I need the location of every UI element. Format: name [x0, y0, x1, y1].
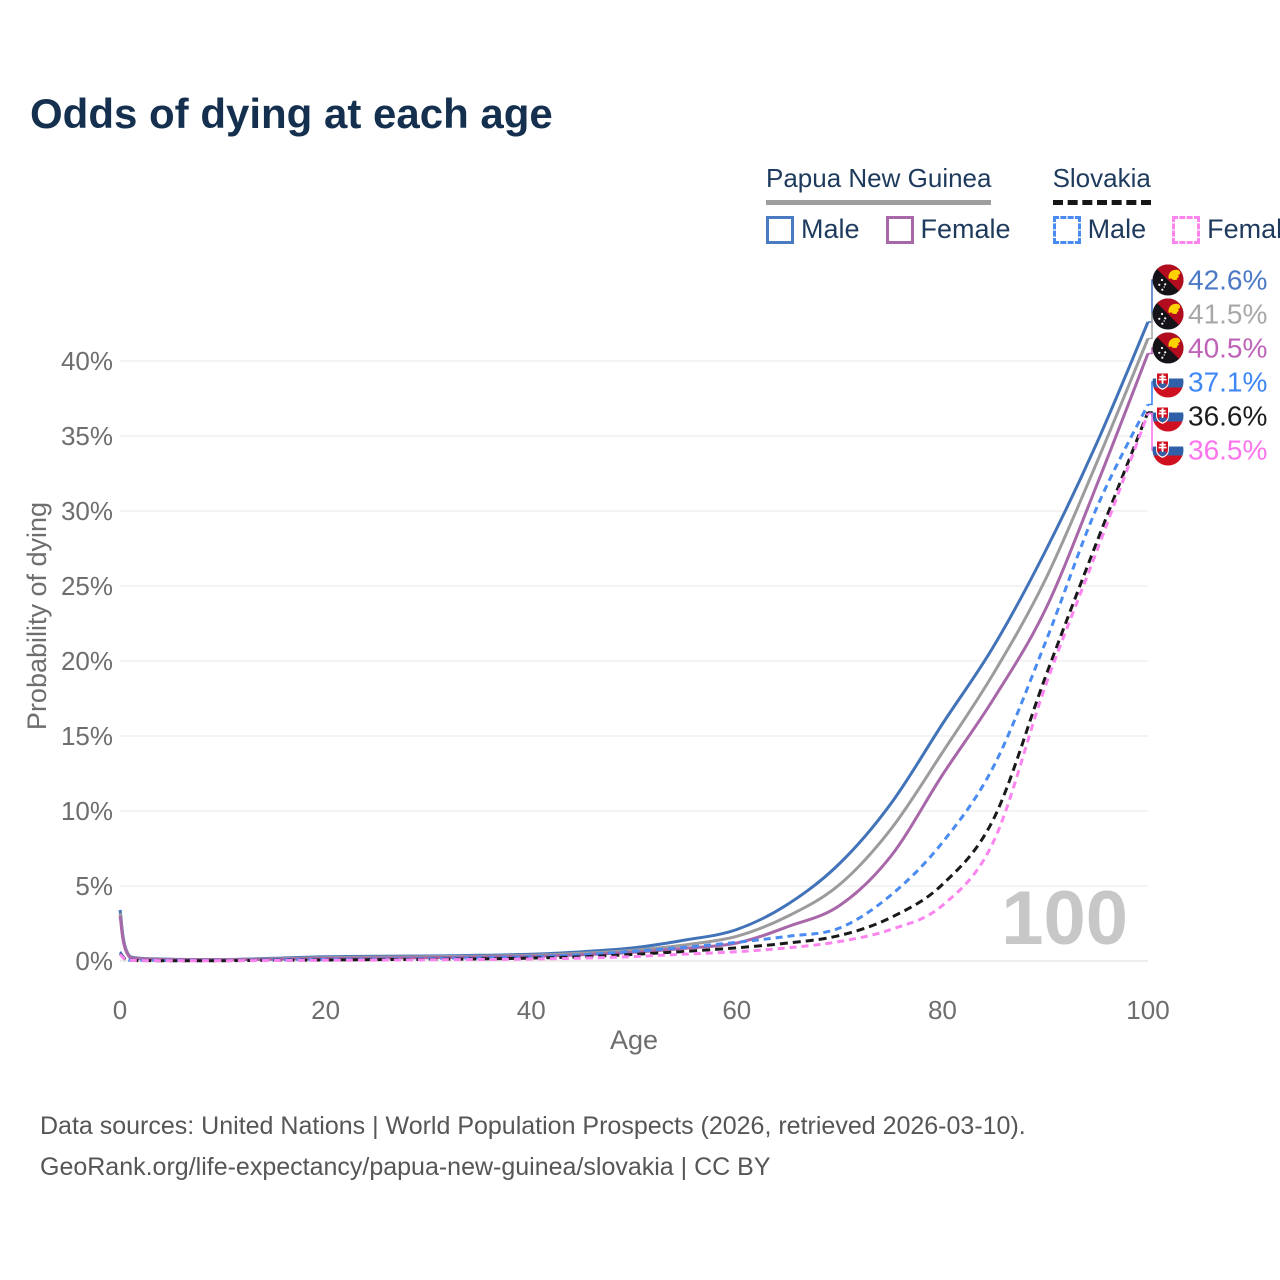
y-tick-label: 40% — [61, 346, 113, 376]
end-label-value: 36.5% — [1188, 435, 1267, 466]
end-label-papua-new-guinea-male: 42.6% — [1148, 264, 1267, 323]
series-line-papua-new-guinea-male[interactable] — [118, 321, 1150, 962]
end-label-slovakia-female: 36.5% — [1148, 412, 1267, 466]
page-title: Odds of dying at each age — [30, 90, 553, 137]
y-tick-label: 5% — [75, 871, 113, 901]
legend: Papua New Guinea Male Female Slovakia Ma… — [766, 163, 1280, 245]
end-label-slovakia-both-sexes: 36.6% — [1148, 400, 1267, 432]
legend-item-png-female[interactable]: Female — [885, 214, 1011, 245]
slovakia-flag-icon — [1152, 400, 1184, 432]
y-tick-label: 20% — [61, 646, 113, 676]
series-line-papua-new-guinea-female[interactable] — [118, 352, 1150, 962]
legend-item-label: Male — [801, 214, 860, 244]
x-tick-label: 0 — [113, 995, 127, 1025]
data-source-footer: Data sources: United Nations | World Pop… — [40, 1106, 1026, 1188]
hover-age-watermark: 100 — [1001, 876, 1128, 961]
footer-line-2: GeoRank.org/life-expectancy/papua-new-gu… — [40, 1153, 771, 1181]
x-tick-label: 60 — [722, 995, 751, 1025]
legend-item-label: Female — [1207, 214, 1280, 244]
legend-group-title-papua-new-guinea: Papua New Guinea — [766, 163, 992, 205]
end-label-value: 41.5% — [1188, 299, 1267, 330]
x-tick-label: 20 — [311, 995, 340, 1025]
series-line-slovakia-both-sexes[interactable] — [118, 411, 1150, 963]
legend-item-label: Male — [1087, 214, 1147, 244]
y-tick-label: 30% — [61, 496, 113, 526]
y-axis-title: Probability of dying — [22, 502, 52, 730]
legend-group-papua-new-guinea: Papua New Guinea Male Female — [766, 163, 1011, 245]
papua-new-guinea-flag-icon — [1152, 298, 1184, 330]
legend-item-svk-male[interactable]: Male — [1052, 214, 1147, 245]
papua-new-guinea-flag-icon — [1152, 264, 1184, 296]
svk-male-line-swatch-icon — [1052, 215, 1081, 244]
x-tick-label: 80 — [928, 995, 957, 1025]
end-label-papua-new-guinea-female: 40.5% — [1148, 332, 1267, 364]
legend-group-title-slovakia: Slovakia — [1052, 163, 1151, 205]
png-male-line-swatch-icon — [766, 215, 794, 244]
y-tick-label: 0% — [75, 946, 113, 976]
y-tick-label: 25% — [61, 571, 113, 601]
slovakia-flag-icon — [1152, 434, 1184, 466]
slovakia-flag-icon — [1152, 366, 1184, 398]
svk-female-line-swatch-icon — [1172, 215, 1201, 244]
x-tick-label: 100 — [1126, 995, 1169, 1025]
end-label-slovakia-male: 37.1% — [1148, 366, 1267, 406]
legend-item-png-male[interactable]: Male — [766, 214, 860, 245]
series-line-slovakia-male[interactable] — [118, 403, 1150, 962]
y-tick-label: 10% — [61, 796, 113, 826]
footer-line-1: Data sources: United Nations | World Pop… — [40, 1112, 1026, 1140]
legend-group-slovakia: Slovakia Male Female — [1052, 163, 1280, 245]
x-axis-title: Age — [610, 1025, 658, 1055]
end-label-value: 36.6% — [1188, 401, 1267, 432]
x-tick-label: 40 — [517, 995, 546, 1025]
legend-item-label: Female — [920, 214, 1011, 244]
y-tick-label: 15% — [61, 721, 113, 751]
end-label-value: 37.1% — [1188, 367, 1267, 398]
series-line-slovakia-female[interactable] — [119, 412, 1150, 963]
papua-new-guinea-flag-icon — [1152, 332, 1184, 364]
end-label-papua-new-guinea-both-sexes: 41.5% — [1148, 298, 1267, 340]
end-label-value: 42.6% — [1188, 265, 1267, 296]
png-female-line-swatch-icon — [885, 215, 914, 244]
y-tick-label: 35% — [61, 421, 113, 451]
series-line-papua-new-guinea-both-sexes[interactable] — [118, 337, 1150, 962]
legend-item-svk-female[interactable]: Female — [1172, 214, 1280, 245]
end-label-value: 40.5% — [1188, 333, 1267, 364]
